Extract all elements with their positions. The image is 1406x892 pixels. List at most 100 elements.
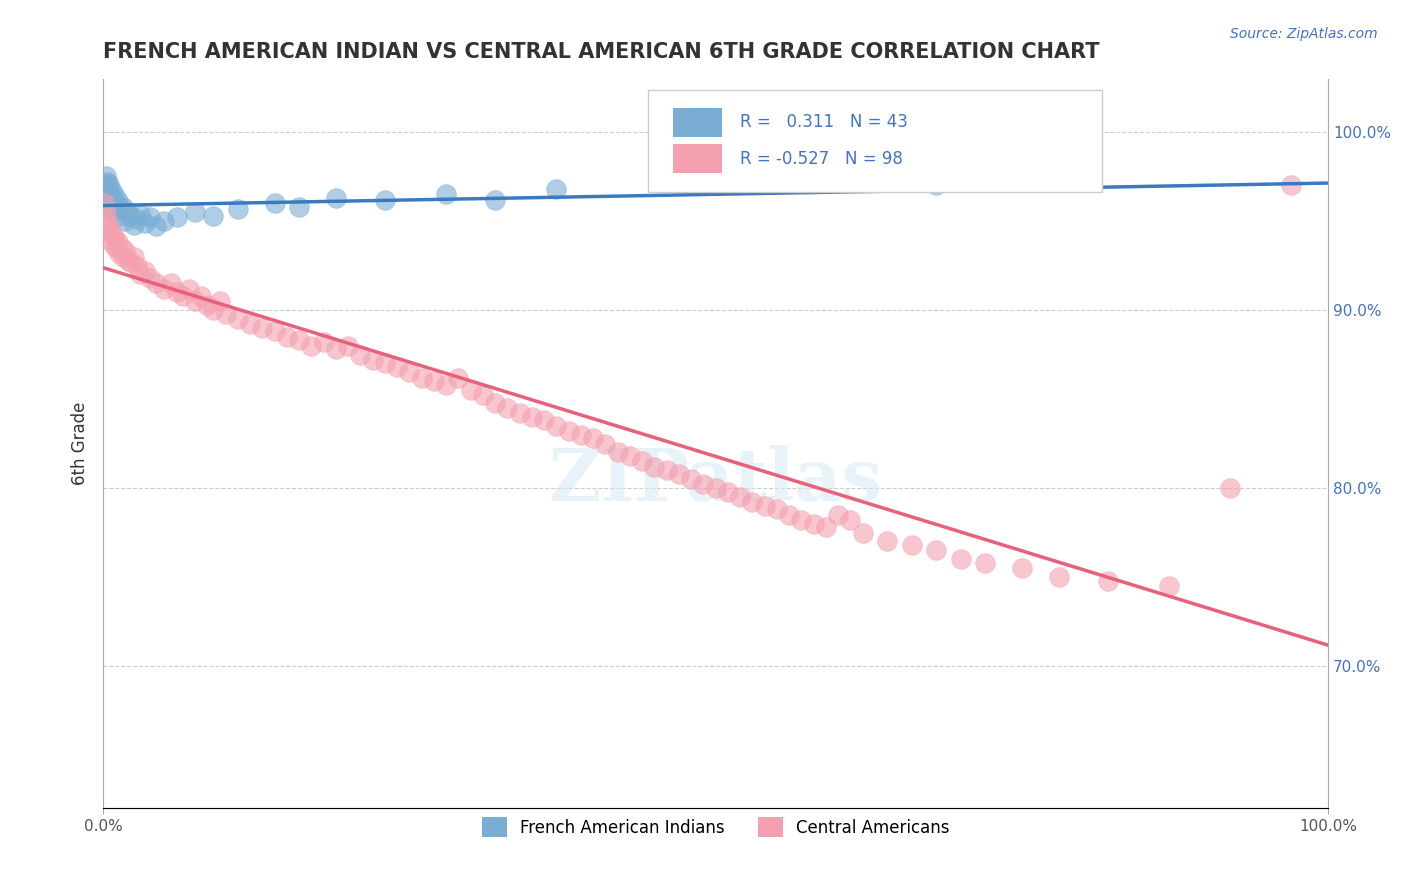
Point xyxy=(239,318,262,332)
Point xyxy=(94,169,117,184)
Point xyxy=(668,467,690,481)
Text: FRENCH AMERICAN INDIAN VS CENTRAL AMERICAN 6TH GRADE CORRELATION CHART: FRENCH AMERICAN INDIAN VS CENTRAL AMERIC… xyxy=(103,42,1099,62)
Point xyxy=(460,383,482,397)
Point xyxy=(484,193,506,207)
Point xyxy=(803,516,825,531)
Point xyxy=(434,187,457,202)
Point xyxy=(299,338,322,352)
Point xyxy=(447,370,470,384)
Text: R = -0.527   N = 98: R = -0.527 N = 98 xyxy=(740,150,903,168)
Point xyxy=(839,513,862,527)
Point xyxy=(128,207,150,221)
Point xyxy=(766,502,789,516)
Point xyxy=(184,205,207,219)
Point xyxy=(852,525,875,540)
Point xyxy=(97,223,120,237)
Point xyxy=(876,534,898,549)
Point xyxy=(94,205,117,219)
Point xyxy=(643,459,665,474)
Point xyxy=(582,431,605,445)
Point xyxy=(100,235,122,250)
Point xyxy=(790,513,813,527)
Point xyxy=(98,218,121,232)
Point xyxy=(226,312,249,326)
Point xyxy=(900,538,922,552)
Point xyxy=(96,187,118,202)
Point xyxy=(114,214,136,228)
Point xyxy=(195,298,218,312)
Point xyxy=(107,235,129,250)
Point xyxy=(184,294,207,309)
Point xyxy=(595,436,617,450)
Bar xyxy=(672,108,721,137)
Point xyxy=(263,324,285,338)
Point xyxy=(925,543,948,558)
Point xyxy=(93,196,115,211)
Point xyxy=(361,352,384,367)
Point xyxy=(98,200,121,214)
Point xyxy=(814,520,837,534)
Point xyxy=(208,294,231,309)
Point xyxy=(127,212,149,227)
Point xyxy=(103,202,125,216)
Point xyxy=(1157,579,1180,593)
Point xyxy=(100,186,122,200)
Point xyxy=(202,303,225,318)
Point xyxy=(202,209,225,223)
Point xyxy=(337,338,360,352)
Point xyxy=(949,552,972,566)
Point xyxy=(100,227,122,241)
Point xyxy=(728,490,751,504)
Point xyxy=(120,255,142,269)
Point xyxy=(105,241,128,255)
Point xyxy=(509,406,531,420)
Point xyxy=(778,508,800,522)
Point xyxy=(108,209,131,223)
Point xyxy=(520,409,543,424)
Point xyxy=(104,232,127,246)
Point xyxy=(434,377,457,392)
Point xyxy=(974,556,997,570)
Point xyxy=(1047,570,1070,584)
Point xyxy=(134,216,156,230)
Point xyxy=(325,191,347,205)
Point xyxy=(122,218,145,232)
Point xyxy=(97,191,120,205)
Point xyxy=(166,211,188,225)
Legend: French American Indians, Central Americans: French American Indians, Central America… xyxy=(475,810,956,844)
Point xyxy=(138,271,160,285)
Text: ZIPatlas: ZIPatlas xyxy=(548,444,883,516)
Point xyxy=(94,182,117,196)
Point xyxy=(312,334,335,349)
Point xyxy=(103,239,125,253)
Point xyxy=(111,250,134,264)
Point xyxy=(172,289,194,303)
Point xyxy=(606,445,628,459)
Point xyxy=(717,484,740,499)
Point xyxy=(166,285,188,300)
Point xyxy=(1097,574,1119,588)
Point xyxy=(177,282,200,296)
Point xyxy=(110,241,132,255)
Point xyxy=(96,214,118,228)
Point xyxy=(496,401,519,415)
Point xyxy=(288,200,311,214)
Point xyxy=(145,277,167,291)
Point xyxy=(101,228,124,243)
Point xyxy=(145,219,167,234)
Point xyxy=(105,198,128,212)
Point xyxy=(97,180,120,194)
Point xyxy=(374,193,396,207)
Point xyxy=(484,395,506,409)
Point xyxy=(190,289,212,303)
Point xyxy=(117,253,139,268)
Point xyxy=(110,203,132,218)
Point xyxy=(252,321,274,335)
Point xyxy=(288,333,311,347)
Point xyxy=(138,211,160,225)
Point xyxy=(471,388,494,402)
Point xyxy=(925,178,948,193)
Point xyxy=(263,196,285,211)
Point xyxy=(569,427,592,442)
Point xyxy=(741,495,763,509)
